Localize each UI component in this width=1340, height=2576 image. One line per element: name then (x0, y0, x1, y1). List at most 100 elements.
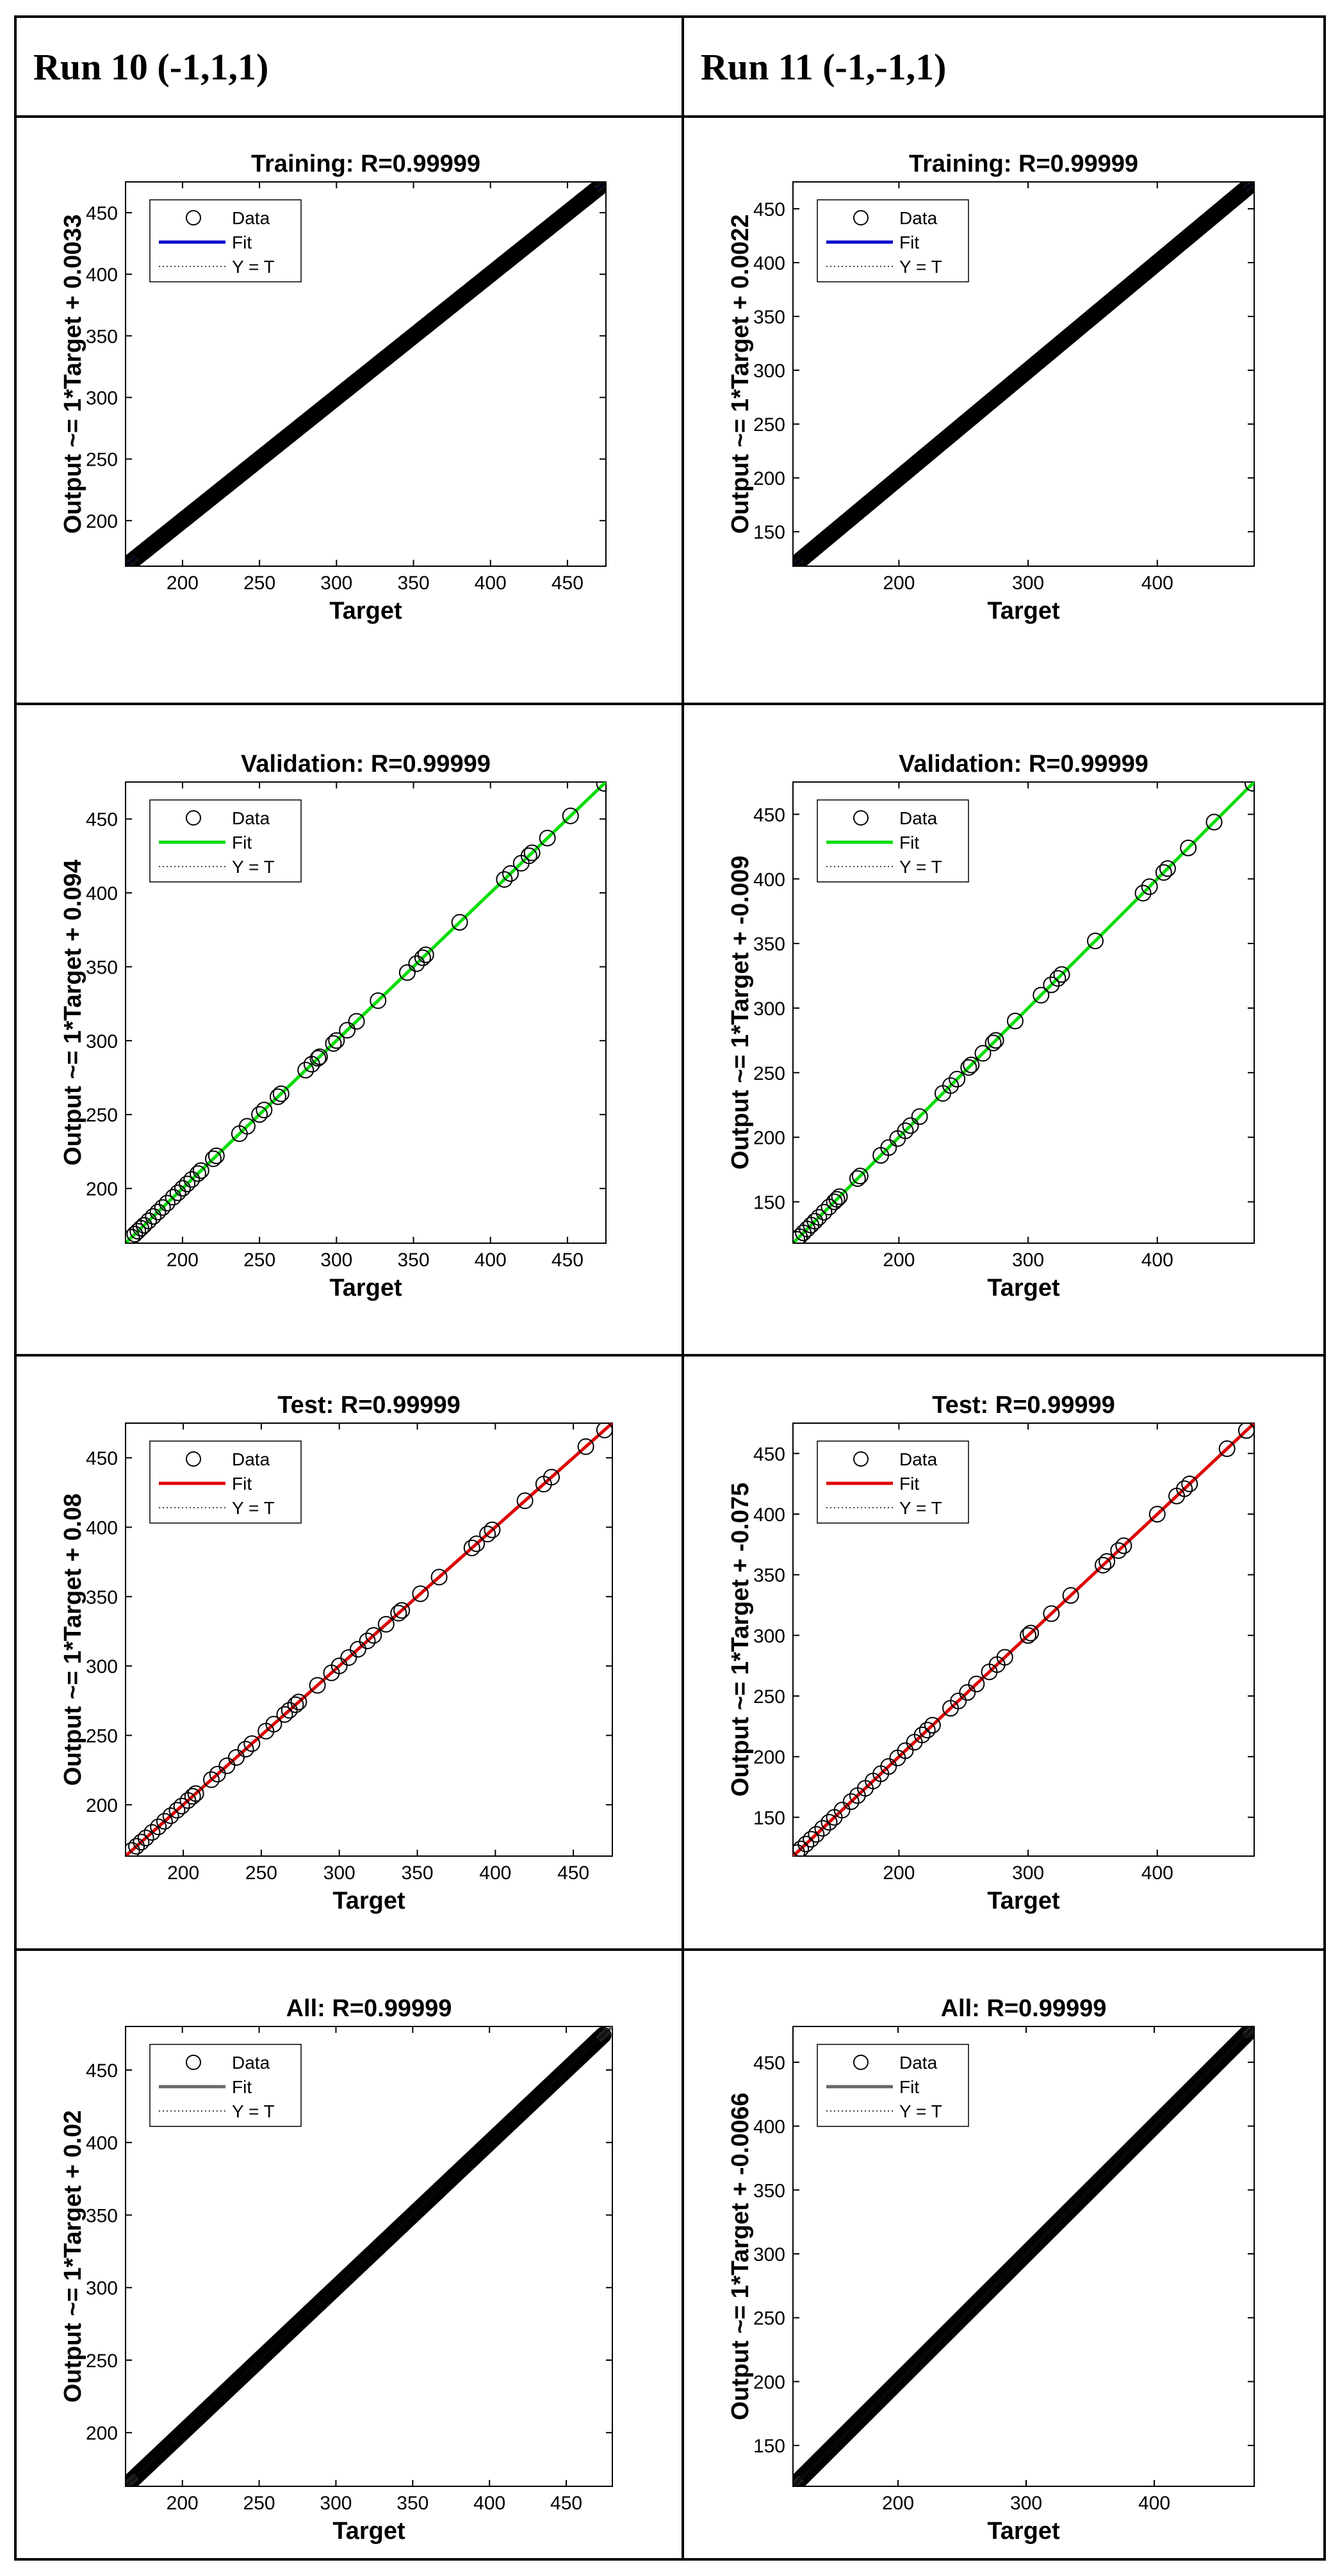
data-point (950, 1692, 967, 1709)
data-point (359, 1632, 376, 1649)
x-tick-label: 200 (167, 573, 199, 594)
y-tick-label: 350 (753, 2180, 785, 2201)
y-tick-label: 200 (86, 1179, 118, 1200)
data-point (365, 1627, 382, 1644)
data-point (1020, 1627, 1037, 1644)
data-point (543, 1469, 560, 1486)
data-point (174, 1180, 191, 1197)
data-point (593, 2028, 610, 2045)
row-divider (17, 115, 1323, 118)
data-point (1159, 860, 1176, 877)
data-point (897, 1122, 914, 1139)
data-point (842, 1793, 860, 1810)
column-header-run10: Run 10 (-1,1,1) (33, 45, 269, 88)
legend-data-label: Data (232, 808, 270, 828)
data-point (808, 1826, 825, 1843)
x-tick-label: 400 (473, 2493, 505, 2514)
data-point (949, 1070, 966, 1088)
data-point (1148, 1506, 1166, 1523)
x-tick-label: 400 (1138, 2493, 1170, 2514)
data-point (309, 1677, 326, 1694)
legend-marker (853, 1451, 869, 1467)
x-tick-label: 200 (883, 573, 915, 594)
regression-plot: Training: R=0.99999 200 250 300 350 400 450 200… (60, 151, 607, 624)
data-point (1239, 2026, 1254, 2041)
data-point (243, 1735, 261, 1752)
x-tick-label: 350 (397, 1250, 429, 1271)
y-tick-label: 300 (753, 361, 785, 382)
data-point (1241, 182, 1254, 194)
data-point (287, 1696, 304, 1713)
x-tick-label: 350 (397, 573, 429, 594)
data-point (502, 865, 519, 882)
y-tick-label: 400 (753, 253, 785, 274)
legend-identity-label: Y = T (899, 857, 942, 877)
legend-marker (186, 1451, 201, 1467)
y-axis-label: Output ~= 1*Target + -0.075 (727, 1483, 754, 1797)
y-tick-label: 400 (753, 869, 785, 890)
validation-plot-run10: Validation: R=0.99999 200 250 300 350 400 450 2… (17, 705, 682, 1354)
data-point (1244, 782, 1254, 792)
x-tick-label: 300 (323, 1863, 355, 1884)
x-tick-label: 400 (1141, 1863, 1173, 1884)
data-point (1239, 182, 1254, 195)
data-point (237, 1740, 254, 1757)
data-point (592, 2028, 610, 2046)
y-tick-label: 450 (753, 2053, 785, 2074)
data-point (290, 1693, 307, 1711)
y-tick-label: 200 (86, 1795, 118, 1816)
y-tick-label: 200 (753, 1747, 785, 1768)
data-layer (126, 182, 606, 566)
fit-line (126, 782, 606, 1243)
data-point (851, 1168, 869, 1185)
y-tick-label: 250 (753, 1686, 785, 1708)
data-point (169, 1184, 186, 1202)
data-point (126, 1842, 140, 1856)
fit-line (793, 782, 1254, 1243)
data-point (911, 1108, 928, 1125)
x-tick-label: 450 (550, 2493, 582, 2514)
data-point (591, 2030, 609, 2047)
data-point (833, 1802, 851, 1819)
data-point (484, 1521, 501, 1538)
x-tick-label: 450 (557, 1863, 589, 1884)
data-point (588, 2033, 605, 2050)
data-point (806, 1212, 824, 1230)
data-point (924, 1716, 941, 1734)
y-tick-label: 300 (86, 1656, 118, 1677)
y-tick-label: 150 (753, 1807, 785, 1829)
regression-plot: All: R=0.99999 200 250 300 350 400 450 200 250 30… (60, 1995, 613, 2545)
data-point (129, 1223, 147, 1240)
y-axis-label: Output ~= 1*Target + -0.009 (727, 856, 754, 1170)
data-point (192, 1162, 209, 1179)
data-point (479, 1526, 496, 1543)
data-point (1241, 182, 1254, 195)
data-point (913, 1726, 931, 1743)
data-point (135, 1217, 152, 1234)
data-point (202, 1771, 220, 1788)
x-tick-label: 250 (243, 2493, 275, 2514)
plot-title: All: R=0.99999 (941, 1995, 1107, 2022)
legend-fit-label: Fit (232, 2077, 252, 2097)
all-plot-run11: All: R=0.99999 200 300 400 150 200 250 300 350 40… (684, 1951, 1323, 2558)
x-tick-label: 400 (479, 1863, 511, 1884)
data-point (591, 182, 606, 196)
x-tick-label: 300 (320, 573, 352, 594)
data-point (826, 1193, 843, 1211)
test-plot-run11: Test: R=0.99999 200 300 400 150 200 250 300 350 4… (684, 1357, 1323, 1948)
y-tick-label: 200 (753, 2372, 785, 2393)
y-tick-label: 200 (86, 2423, 118, 2444)
x-tick-label: 200 (883, 1863, 915, 1884)
legend-identity-label: Y = T (232, 857, 275, 877)
data-point (587, 182, 605, 199)
x-tick-label: 350 (401, 1863, 433, 1884)
validation-plot-run11: Validation: R=0.99999 200 300 400 150 200 250 3… (684, 705, 1323, 1354)
data-point (1236, 2027, 1254, 2044)
data-layer (793, 782, 1254, 1243)
data-point (897, 1742, 914, 1759)
x-axis-label: Target (987, 1275, 1060, 1301)
data-point (987, 1032, 1004, 1049)
data-point (168, 1802, 186, 1819)
data-point (1053, 966, 1070, 983)
x-tick-label: 300 (1012, 1863, 1044, 1884)
